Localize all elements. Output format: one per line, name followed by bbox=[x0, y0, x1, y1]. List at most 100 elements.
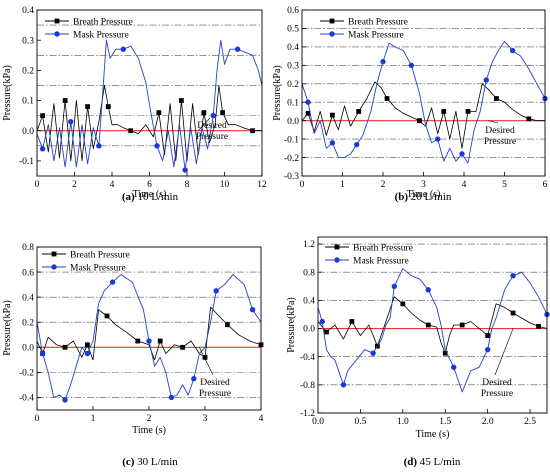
breath-pressure-marker bbox=[384, 96, 390, 101]
annotation-leader bbox=[494, 328, 514, 376]
legend-label: Breath Pressure bbox=[73, 18, 133, 28]
x-axis-title: Time (s) bbox=[416, 429, 450, 440]
plot-frame bbox=[36, 9, 263, 177]
y-tick-label: 0.4 bbox=[22, 6, 34, 16]
mask-pressure-marker bbox=[120, 46, 126, 52]
caption-text: 45 L/min bbox=[417, 456, 461, 468]
annotation-line: Desired bbox=[200, 378, 230, 388]
mask-pressure-marker bbox=[234, 46, 241, 52]
plot-frame bbox=[317, 236, 548, 414]
mask-pressure-marker bbox=[434, 136, 441, 142]
panel-caption: (c) 30 L/min bbox=[122, 456, 178, 468]
x-tick-label: 0.5 bbox=[354, 417, 366, 427]
breath-pressure-marker bbox=[157, 338, 163, 344]
mask-pressure-marker bbox=[319, 318, 325, 325]
annotation-line: Desired bbox=[197, 121, 227, 131]
x-tick-label: 4 bbox=[462, 180, 467, 190]
panel-caption: (d) 45 L/min bbox=[404, 456, 461, 468]
mask-pressure-marker bbox=[459, 151, 465, 157]
breath-pressure-line bbox=[317, 296, 548, 354]
breath-pressure-marker bbox=[485, 333, 491, 338]
mask-pressure-marker bbox=[39, 350, 46, 357]
y-tick-label: 0.2 bbox=[22, 67, 34, 77]
x-tick-label: 2.5 bbox=[524, 417, 536, 427]
breath-pressure-marker bbox=[425, 322, 431, 328]
mask-pressure-marker bbox=[249, 306, 256, 313]
mask-pressure-marker bbox=[182, 167, 188, 173]
chart-panel-3: 0 1 2 3 4 -0.4 -0.2 0.0 0.2 0.4 0.6 0.8 Time (s) Pres… bbox=[2, 243, 264, 468]
breath-pressure-marker bbox=[465, 109, 471, 114]
y-tick-label: 0.1 bbox=[22, 97, 34, 107]
legend: Breath Pressure Mask Pressure bbox=[45, 18, 133, 41]
x-axis-title: Time (s) bbox=[407, 189, 441, 200]
mask-pressure-marker bbox=[391, 283, 398, 289]
chart-panel-2: 0 1 2 3 4 5 6 -0.3 -0.2 -0.1 0.0 0.1 0.2 0.3 0.4 0.5 0.6… bbox=[272, 6, 548, 203]
legend-label: Mask Pressure bbox=[70, 264, 126, 274]
mask-pressure-marker bbox=[329, 140, 336, 146]
mask-pressure-marker bbox=[84, 350, 91, 357]
y-axis-title: Pressure(kPa) bbox=[2, 65, 13, 121]
y-tick-label: -0.2 bbox=[19, 369, 34, 379]
y-axis-title: Pressure(kPa) bbox=[2, 300, 13, 356]
legend: Breath Pressure Mask Pressure bbox=[325, 244, 413, 267]
caption-text: 30 L/min bbox=[134, 456, 178, 468]
legend-label: Mask Pressure bbox=[73, 31, 129, 41]
y-tick-label: -0.8 bbox=[300, 381, 315, 391]
y-tick-label: 0.0 bbox=[303, 325, 315, 335]
y-tick-label: 0.6 bbox=[22, 268, 34, 278]
mask-pressure-marker bbox=[191, 375, 197, 382]
x-tick-label: 2 bbox=[147, 414, 152, 424]
mask-pressure-marker bbox=[213, 288, 219, 294]
y-tick-label: 0.6 bbox=[287, 6, 299, 16]
y-tick-label: -0.2 bbox=[284, 154, 299, 164]
x-tick-label: 10 bbox=[220, 180, 230, 190]
breath-pressure-marker bbox=[459, 322, 465, 328]
breath-pressure-marker bbox=[40, 113, 46, 119]
mask-pressure-marker bbox=[510, 273, 516, 279]
y-tick-label: 0.4 bbox=[22, 293, 34, 303]
legend-marker bbox=[51, 251, 57, 257]
mask-pressure-marker bbox=[96, 143, 102, 149]
y-axis-title: Pressure(kPa) bbox=[272, 65, 283, 121]
x-tick-label: 4 bbox=[110, 180, 115, 190]
panel-caption: (b) 20 L/min bbox=[395, 191, 452, 203]
annotation-leader bbox=[199, 347, 214, 376]
x-axis-title: Time (s) bbox=[133, 189, 167, 200]
mask-pressure-marker bbox=[370, 350, 376, 356]
plot-frame bbox=[301, 9, 546, 177]
mask-pressure-marker bbox=[146, 338, 152, 344]
mask-pressure-marker bbox=[408, 62, 415, 69]
breath-pressure-marker bbox=[494, 96, 499, 101]
breath-pressure-marker bbox=[128, 128, 134, 134]
x-tick-label: 4 bbox=[259, 414, 264, 424]
x-tick-label: 3 bbox=[203, 414, 208, 424]
caption-text: 10 L/min bbox=[135, 191, 179, 203]
x-tick-label: 2.0 bbox=[482, 417, 494, 427]
x-tick-label: 1.5 bbox=[439, 417, 451, 427]
legend-label: Breath Pressure bbox=[353, 244, 413, 254]
breath-pressure-marker bbox=[305, 110, 311, 116]
legend-label: Mask Pressure bbox=[348, 31, 404, 41]
mask-pressure-line bbox=[36, 39, 263, 171]
annotation-leader bbox=[488, 120, 499, 124]
breath-pressure-marker bbox=[417, 118, 422, 124]
x-tick-label: 5 bbox=[502, 180, 507, 190]
annotation-line: Desired bbox=[482, 378, 512, 388]
breath-pressure-marker bbox=[201, 110, 207, 116]
breath-pressure-marker bbox=[510, 310, 516, 316]
breath-pressure-marker bbox=[442, 350, 448, 356]
y-axis-title: Pressure(kPa) bbox=[286, 297, 297, 353]
x-tick-label: 12 bbox=[257, 180, 267, 190]
legend: Breath Pressure Mask Pressure bbox=[42, 251, 130, 274]
x-tick-label: 0 bbox=[35, 180, 40, 190]
breath-pressure-line bbox=[36, 85, 262, 162]
x-tick-label: 0 bbox=[300, 180, 305, 190]
caption-id: (a) bbox=[122, 191, 135, 203]
mask-pressure-marker bbox=[483, 77, 489, 83]
chart-panel-1: 0 2 4 6 8 10 12 -0.1 0.0 0.1 0.2 0.3 0.4 Time (s) Pres… bbox=[2, 6, 267, 203]
y-tick-label: -0.1 bbox=[284, 135, 299, 145]
mask-pressure-marker bbox=[425, 287, 431, 293]
annotation-line: Pressure bbox=[484, 137, 516, 147]
